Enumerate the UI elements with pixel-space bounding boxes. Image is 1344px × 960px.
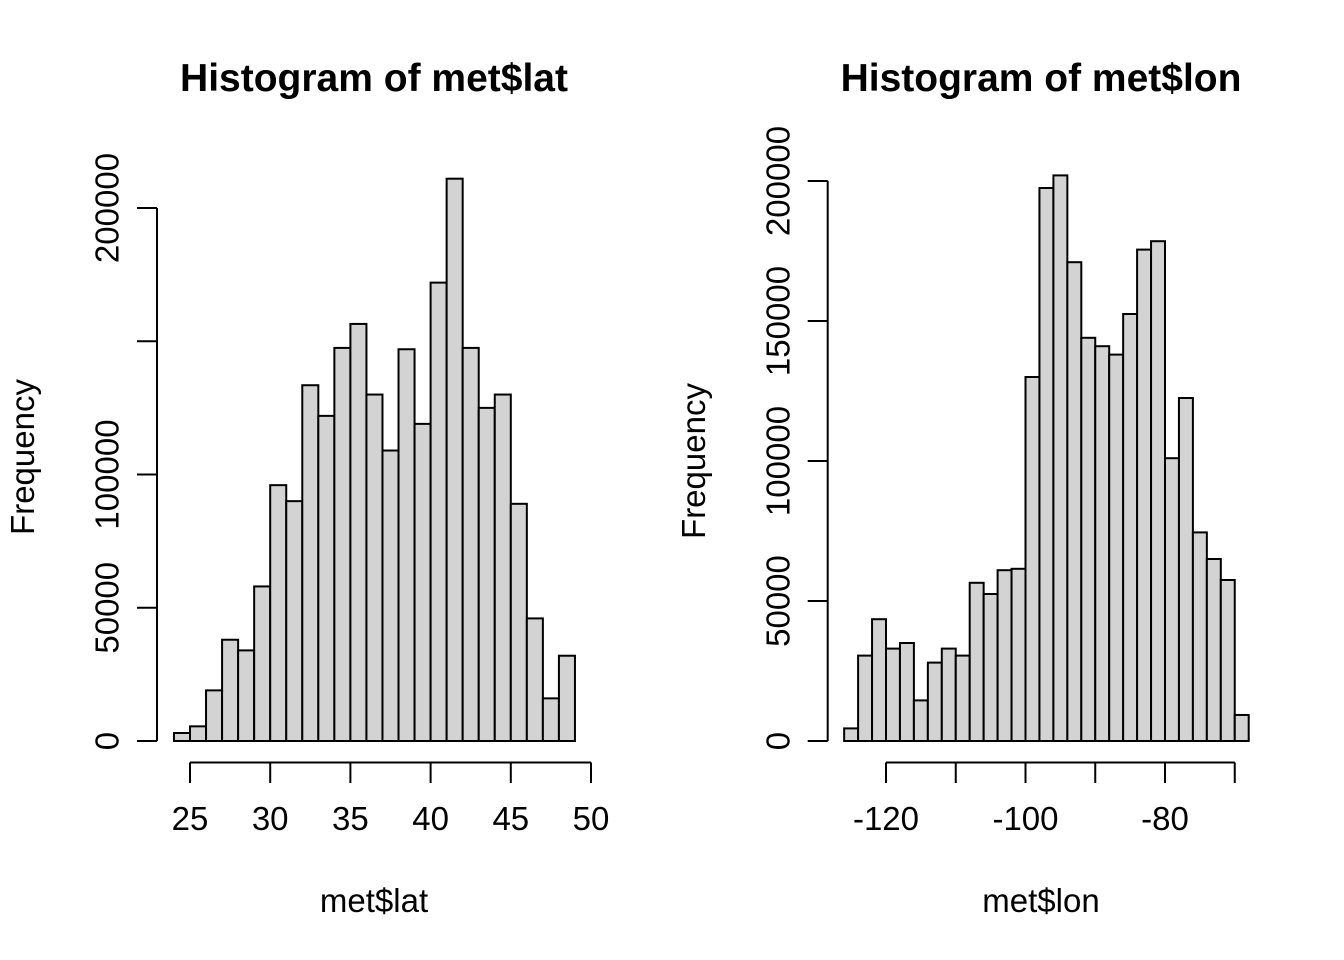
- panel-hist-lat: Histogram of met$lat met$lat Frequency 0…: [4, 57, 609, 919]
- y-tick-label: 100000: [760, 406, 797, 516]
- histogram-bar: [954, 654, 971, 742]
- histogram-bar: [525, 617, 544, 742]
- y-axis-label-lat: Frequency: [4, 379, 41, 535]
- histogram-bar: [912, 699, 929, 743]
- x-tick-label: 50: [573, 800, 610, 837]
- bars-lon: [843, 174, 1250, 743]
- x-axis-label-lon: met$lon: [982, 882, 1099, 919]
- y-tick-label: 0: [760, 732, 797, 750]
- histogram-bar: [317, 414, 336, 742]
- histogram-bar: [871, 618, 887, 743]
- x-tick-label: 25: [172, 800, 209, 837]
- histogram-bar: [541, 697, 560, 742]
- histogram-bar: [1094, 345, 1111, 742]
- histogram-bar: [996, 569, 1013, 743]
- histogram-bar: [221, 638, 240, 742]
- histogram-bar: [1038, 187, 1055, 742]
- x-tick-label: -80: [1141, 800, 1189, 837]
- histogram-bar: [1136, 248, 1153, 742]
- histogram-bar: [237, 649, 256, 743]
- histogram-bar: [285, 500, 304, 742]
- histogram-bar: [557, 654, 576, 742]
- histogram-bar: [509, 502, 528, 742]
- histogram-bar: [1052, 174, 1069, 742]
- histogram-bar: [397, 348, 416, 742]
- x-tick-label: 45: [492, 800, 529, 837]
- axes-lon: 0 50000 100000 150000 200000 -120 -100 -80: [760, 126, 1236, 837]
- histogram-bar: [253, 585, 272, 742]
- histogram-bar: [1066, 261, 1083, 742]
- x-tick-label: 40: [412, 800, 449, 837]
- histogram-bar: [982, 593, 999, 742]
- x-axis-label-lat: met$lat: [320, 882, 428, 919]
- histogram-bar: [269, 484, 288, 742]
- histogram-bar: [1010, 567, 1027, 742]
- histogram-bar: [857, 654, 874, 742]
- histogram-bar: [1108, 353, 1125, 742]
- histogram-bar: [926, 661, 943, 742]
- x-tick-label: -120: [853, 800, 919, 837]
- histogram-bar: [898, 642, 915, 742]
- histogram-bar: [205, 689, 224, 742]
- histogram-bar: [1233, 713, 1250, 743]
- histogram-bar: [349, 322, 368, 742]
- y-tick-label: 150000: [760, 266, 797, 376]
- histogram-bar: [1080, 336, 1097, 742]
- histogram-bar: [461, 346, 480, 742]
- histogram-bar: [1219, 579, 1236, 742]
- histogram-bar: [1177, 397, 1194, 742]
- x-tick-label: 30: [252, 800, 289, 837]
- histogram-bar: [1024, 376, 1041, 742]
- bars-lat: [172, 177, 576, 743]
- y-tick-label: 0: [89, 732, 126, 750]
- histogram-bar: [172, 732, 192, 742]
- histogram-bar: [1122, 313, 1139, 742]
- histogram-bar: [843, 727, 860, 743]
- y-tick-label: 100000: [89, 419, 126, 529]
- y-tick-label: 200000: [89, 153, 126, 263]
- x-tick-label: -100: [992, 800, 1058, 837]
- y-tick-label: 50000: [89, 562, 126, 654]
- chart-title-lat: Histogram of met$lat: [180, 57, 568, 100]
- histogram-bar: [189, 725, 208, 743]
- y-tick-label: 50000: [760, 555, 797, 647]
- histogram-bar: [477, 406, 496, 743]
- histogram-bar: [445, 177, 464, 742]
- x-tick-label: 35: [332, 800, 369, 837]
- histogram-bar: [968, 581, 985, 742]
- histogram-bar: [301, 384, 320, 742]
- chart-title-lon: Histogram of met$lon: [841, 57, 1242, 100]
- y-tick-label: 200000: [760, 126, 797, 236]
- axes-lat: 0 50000 100000 200000 25 30 35 40 45 50: [89, 153, 610, 837]
- histogram-bar: [885, 647, 901, 742]
- histogram-bar: [381, 449, 400, 742]
- histogram-bar: [413, 422, 432, 742]
- histogram-bar: [493, 393, 512, 742]
- histogram-bar: [1150, 240, 1167, 742]
- histogram-bar: [1164, 457, 1180, 742]
- histogram-bar: [333, 346, 352, 742]
- histogram-bar: [1191, 531, 1208, 743]
- histogram-bar: [1205, 558, 1222, 742]
- histogram-bar: [429, 281, 448, 742]
- panel-hist-lon: Histogram of met$lon met$lon Frequency 0…: [675, 57, 1250, 919]
- y-axis-label-lon: Frequency: [675, 383, 712, 539]
- histogram-bar: [365, 393, 384, 742]
- histogram-bar: [940, 647, 957, 742]
